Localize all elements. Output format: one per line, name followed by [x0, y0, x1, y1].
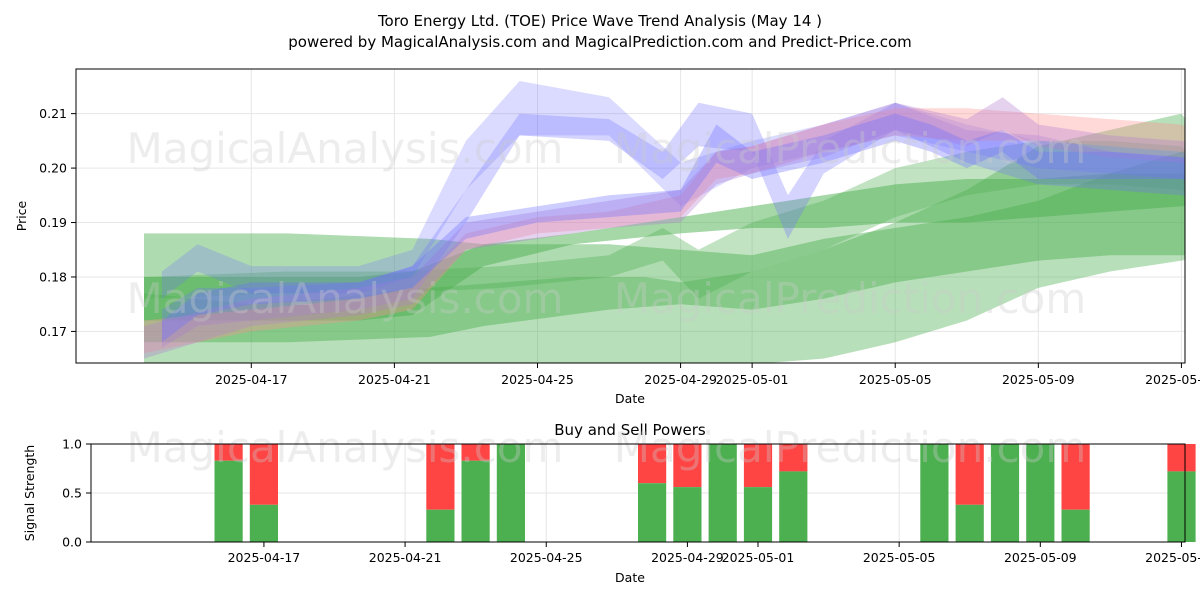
price-plot-frame — [75, 68, 1186, 364]
signal-axis-ticks: 2025-04-17 2025-04-21 2025-04-25 2025-04-29… — [62, 437, 1200, 566]
blue-band-1 — [161, 81, 1185, 299]
price-axis-ticks: 2025-04-17 2025-04-21 2025-04-25 2025-04-29… — [39, 106, 1200, 387]
sell-bar-8 — [743, 444, 773, 488]
signal-x-tick-label-1: 2025-04-21 — [369, 550, 442, 565]
buy-bar-8 — [743, 487, 773, 542]
sell-bar-1 — [249, 444, 278, 505]
price-x-tick-label-6: 2025-05-09 — [1002, 372, 1075, 387]
sell-bar-5 — [638, 444, 667, 484]
price-x-tick-label-7: 2025-05-13 — [1145, 372, 1200, 387]
sell-bar-15 — [1167, 444, 1196, 472]
sell-bar-9 — [779, 444, 808, 472]
signal-chart-title: Buy and Sell Powers — [554, 421, 706, 439]
buy-bar-9 — [779, 471, 808, 542]
buy-bar-3 — [461, 460, 490, 542]
signal-x-tick-label-0: 2025-04-17 — [228, 550, 301, 565]
buy-bar-14 — [1061, 509, 1090, 542]
watermark-right-mid: MagicalPrediction.com — [614, 274, 1087, 323]
price-x-tick-label-5: 2025-05-05 — [859, 372, 932, 387]
signal-x-tick-label-2: 2025-04-25 — [510, 550, 583, 565]
signal-chart: Buy and Sell Powers MagicalAnalysis.com … — [22, 421, 1200, 585]
signal-y-tick-label-0: 0.0 — [62, 535, 82, 550]
pink-band — [144, 108, 1185, 354]
signal-bars — [214, 444, 1196, 542]
price-x-tick-label-3: 2025-04-29 — [644, 372, 717, 387]
buy-bar-1 — [249, 504, 278, 542]
blue-band-2 — [161, 102, 1185, 348]
buy-bar-2 — [426, 509, 455, 542]
price-y-tick-label-2: 0.19 — [39, 215, 67, 230]
buy-bar-0 — [214, 460, 243, 542]
watermark-right-top: MagicalPrediction.com — [614, 124, 1087, 173]
price-y-tick-label-3: 0.20 — [39, 161, 67, 176]
watermark-right-bottom: MagicalPrediction.com — [614, 423, 1087, 472]
chart-title-line1: Toro Energy Ltd. (TOE) Price Wave Trend … — [377, 12, 822, 30]
price-bands — [144, 81, 1185, 363]
buy-bar-5 — [638, 483, 667, 542]
price-x-tick-label-2: 2025-04-25 — [501, 372, 574, 387]
signal-y-tick-label-1: 0.5 — [62, 486, 82, 501]
signal-x-axis-label: Date — [615, 570, 645, 585]
price-x-axis-label: Date — [615, 391, 645, 406]
price-y-tick-label-0: 0.17 — [39, 324, 67, 339]
sell-bar-0 — [214, 444, 243, 461]
buy-bar-15 — [1167, 471, 1196, 542]
sell-bar-3 — [461, 444, 490, 461]
chart-title-line2: powered by MagicalAnalysis.com and Magic… — [288, 33, 912, 51]
price-x-tick-label-0: 2025-04-17 — [215, 372, 288, 387]
price-y-axis-label: Price — [14, 200, 29, 231]
watermark-left-bottom: MagicalAnalysis.com — [127, 423, 564, 472]
price-y-tick-label-4: 0.21 — [39, 106, 67, 121]
watermark-left-top: MagicalAnalysis.com — [127, 124, 564, 173]
price-x-tick-label-1: 2025-04-21 — [358, 372, 431, 387]
buy-bar-11 — [955, 504, 984, 542]
sell-bar-2 — [426, 444, 455, 510]
buy-bar-12 — [990, 444, 1020, 542]
signal-x-tick-label-6: 2025-05-09 — [1004, 550, 1077, 565]
sell-bar-11 — [955, 444, 984, 505]
watermark-left-mid: MagicalAnalysis.com — [127, 274, 564, 323]
price-y-tick-label-1: 0.18 — [39, 269, 67, 284]
buy-bar-4 — [496, 444, 525, 542]
signal-x-tick-label-5: 2025-05-05 — [863, 550, 936, 565]
green-band-4 — [144, 140, 1185, 299]
buy-bar-10 — [920, 444, 949, 542]
green-band-3 — [144, 173, 1185, 321]
signal-y-axis-label: Signal Strength — [22, 445, 37, 541]
purple-band — [144, 97, 1185, 359]
signal-x-tick-label-3: 2025-04-29 — [651, 550, 724, 565]
buy-bar-6 — [673, 487, 702, 542]
signal-x-tick-label-7: 2025-05-13 — [1145, 550, 1200, 565]
price-x-tick-label-4: 2025-05-01 — [716, 372, 789, 387]
sell-bar-14 — [1061, 444, 1090, 510]
price-chart: MagicalAnalysis.com MagicalPrediction.co… — [14, 68, 1200, 406]
buy-bar-7 — [708, 444, 737, 542]
signal-x-tick-label-4: 2025-05-01 — [722, 550, 795, 565]
sell-bar-6 — [673, 444, 702, 488]
buy-bar-13 — [1026, 444, 1055, 542]
signal-y-tick-label-2: 1.0 — [62, 437, 82, 452]
